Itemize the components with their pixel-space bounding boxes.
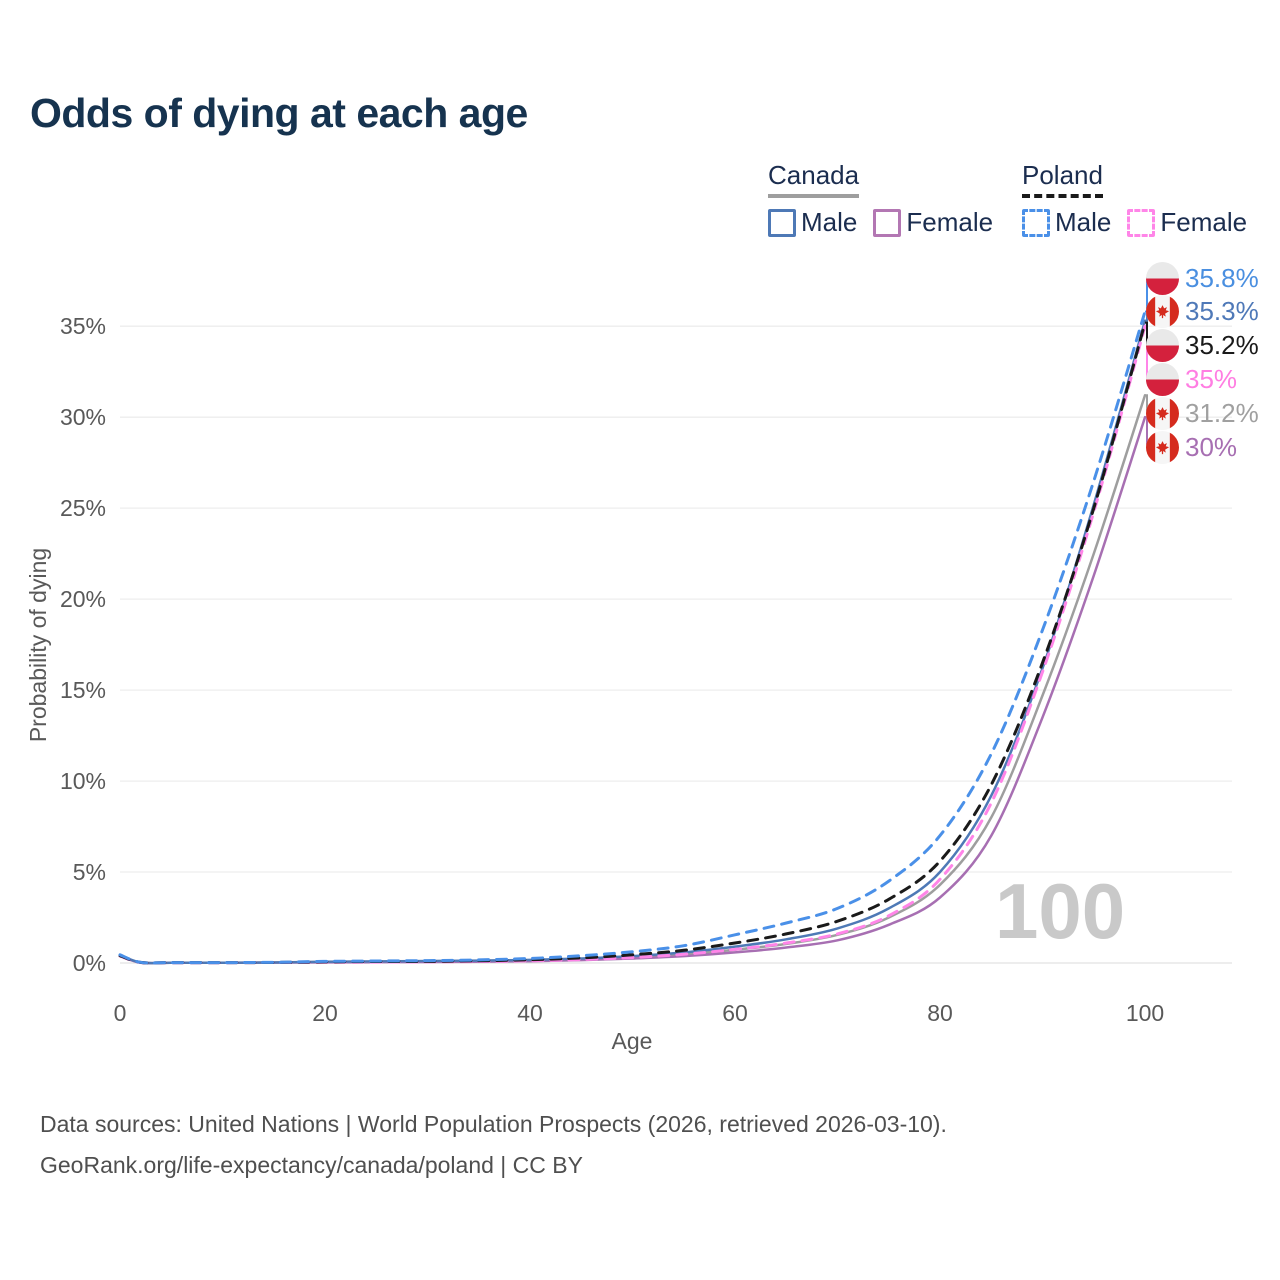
x-tick-label: 20	[312, 1000, 338, 1026]
y-tick-label: 0%	[73, 950, 106, 976]
legend-label-poland-male: Male	[1055, 207, 1112, 237]
poland-female-swatch-icon	[1127, 208, 1156, 237]
leader-line-canada-male	[1145, 310, 1156, 322]
series-line-poland-total[interactable]	[118, 321, 1147, 965]
legend-country-canada[interactable]: Canada	[768, 160, 860, 198]
legend-label-canada-male: Male	[801, 207, 858, 237]
legend-item-canada-female[interactable]: Female	[873, 207, 993, 238]
series-line-poland-male[interactable]	[118, 310, 1147, 965]
poland-male-swatch-icon	[1022, 208, 1050, 237]
legend-row-poland: Male Female	[1022, 207, 1247, 238]
x-axis-title: Age	[612, 1028, 653, 1054]
series-line-poland-female[interactable]	[118, 324, 1147, 965]
y-tick-label: 5%	[73, 859, 106, 885]
legend-item-canada-male[interactable]: Male	[768, 207, 857, 238]
x-tick-label: 40	[517, 1000, 543, 1026]
x-tick-label: 100	[1126, 1000, 1164, 1026]
y-axis-title: Probability of dying	[25, 548, 51, 742]
legend-group-canada: Canada Male Female	[768, 160, 993, 238]
y-tick-label: 10%	[60, 768, 106, 794]
x-tick-label: 60	[722, 1000, 748, 1026]
x-tick-label: 80	[927, 1000, 953, 1026]
y-tick-label: 30%	[60, 404, 106, 430]
leader-line-canada-total	[1145, 394, 1156, 415]
x-tick-label: 0	[114, 1000, 127, 1026]
footer-sources: Data sources: United Nations | World Pop…	[40, 1111, 947, 1137]
canada-female-swatch-icon	[873, 208, 902, 237]
y-tick-label: 35%	[60, 313, 106, 339]
age-watermark: 100	[995, 867, 1126, 955]
leader-line-poland-male	[1145, 277, 1156, 313]
footer-attribution: GeoRank.org/life-expectancy/canada/polan…	[40, 1152, 583, 1178]
leader-line-canada-female	[1145, 416, 1156, 448]
footer: Data sources: United Nations | World Pop…	[40, 1104, 947, 1186]
series-line-canada-total[interactable]	[118, 394, 1147, 965]
legend-label-poland-female: Female	[1160, 207, 1248, 237]
legend-country-poland[interactable]: Poland	[1022, 160, 1103, 198]
legend-group-poland: Poland Male Female	[1022, 160, 1247, 238]
legend-item-poland-female[interactable]: Female	[1127, 207, 1247, 238]
canada-male-swatch-icon	[768, 208, 796, 237]
legend-label-canada-female: Female	[906, 207, 994, 237]
y-tick-label: 20%	[60, 586, 106, 612]
page-title: Odds of dying at each age	[30, 90, 528, 136]
legend-item-poland-male[interactable]: Male	[1022, 207, 1111, 238]
legend-row-canada: Male Female	[768, 207, 993, 238]
y-tick-label: 25%	[60, 495, 106, 521]
y-tick-label: 15%	[60, 677, 106, 703]
